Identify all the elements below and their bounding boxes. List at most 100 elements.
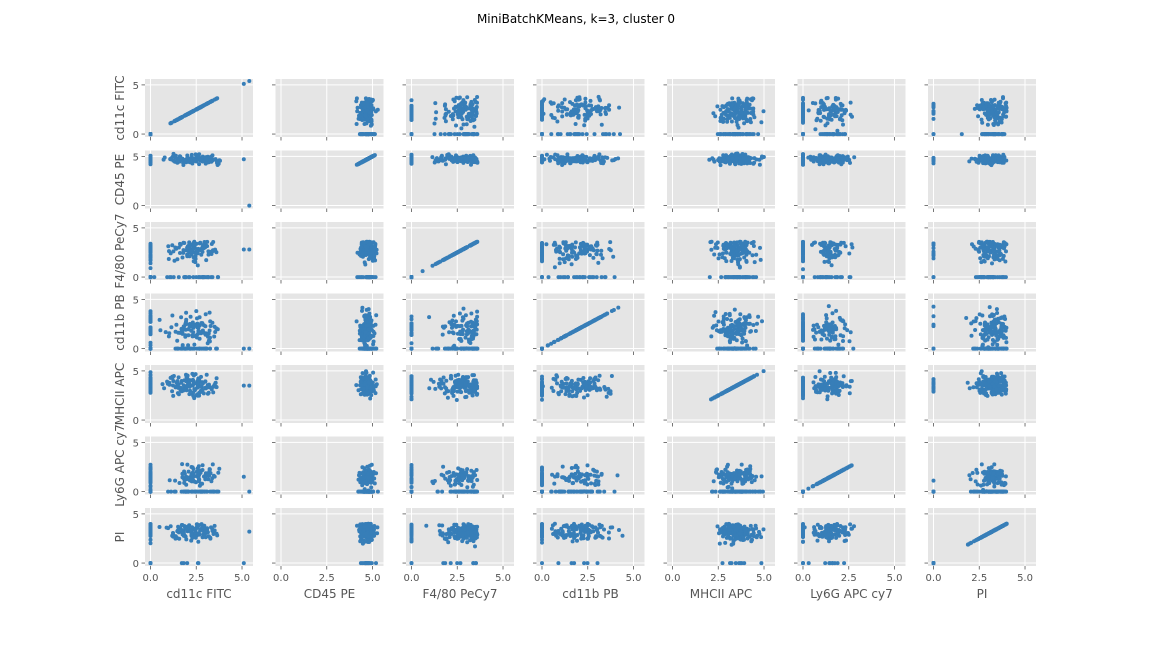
data-point — [710, 156, 715, 161]
data-point — [564, 158, 569, 163]
data-point — [996, 116, 1000, 121]
data-point — [830, 311, 835, 316]
data-point — [758, 245, 762, 250]
panel-background — [406, 293, 514, 352]
data-point — [364, 121, 369, 126]
data-point — [840, 107, 845, 112]
data-point — [206, 275, 211, 280]
data-point — [546, 343, 550, 348]
panel-2-5 — [794, 222, 906, 284]
data-point — [848, 160, 852, 165]
data-point — [182, 324, 187, 329]
data-point — [466, 346, 471, 351]
data-point — [163, 330, 168, 335]
data-point — [468, 341, 473, 345]
data-point — [717, 156, 722, 161]
data-point — [732, 112, 737, 117]
data-point — [730, 103, 735, 108]
data-point — [801, 95, 805, 100]
data-point — [148, 309, 153, 314]
data-point — [358, 346, 363, 351]
data-point — [995, 275, 1000, 280]
data-point — [830, 132, 835, 137]
data-point — [170, 313, 175, 318]
data-point — [184, 346, 189, 351]
data-point — [203, 312, 208, 317]
data-point — [827, 260, 831, 264]
data-point — [816, 157, 821, 162]
data-point — [569, 262, 574, 267]
data-point — [726, 114, 731, 119]
data-point — [162, 155, 167, 160]
data-point — [727, 330, 731, 335]
data-point — [818, 132, 823, 137]
data-point — [977, 249, 982, 254]
data-point — [374, 313, 379, 318]
data-point — [931, 110, 936, 115]
data-point — [552, 265, 557, 270]
data-point — [368, 123, 373, 128]
data-point — [609, 309, 614, 313]
panel-0-5 — [794, 79, 906, 141]
data-point — [461, 306, 466, 311]
data-point — [833, 334, 838, 339]
data-point — [169, 325, 174, 330]
data-point — [561, 257, 566, 262]
data-point — [549, 132, 554, 137]
data-point — [990, 132, 995, 137]
data-point — [588, 320, 593, 325]
data-point — [751, 112, 756, 117]
data-point — [591, 156, 595, 161]
data-point — [212, 157, 217, 162]
data-point — [748, 329, 753, 334]
data-point — [540, 101, 544, 106]
data-point — [449, 156, 454, 161]
data-point — [371, 329, 376, 334]
data-point — [354, 319, 359, 324]
data-point — [848, 112, 853, 117]
data-point — [556, 337, 561, 342]
data-point — [456, 115, 461, 120]
data-point — [744, 98, 749, 103]
data-point — [568, 113, 573, 118]
y-tick-label: 0 — [133, 202, 139, 213]
data-point — [372, 132, 377, 137]
data-point — [409, 341, 414, 346]
data-point — [192, 158, 197, 163]
data-point — [474, 132, 479, 137]
data-point — [825, 107, 830, 112]
data-point — [999, 117, 1004, 122]
data-point — [168, 121, 173, 126]
data-point — [210, 275, 215, 280]
data-point — [593, 317, 598, 322]
data-point — [540, 346, 544, 351]
data-point — [818, 346, 823, 351]
panel-1-6 — [924, 150, 1036, 212]
data-point — [192, 334, 197, 338]
panel-2-3 — [533, 222, 645, 284]
data-point — [739, 107, 744, 112]
data-point — [475, 95, 480, 99]
data-point — [617, 105, 622, 110]
data-point — [560, 114, 565, 119]
data-point — [753, 346, 758, 351]
data-point — [200, 159, 205, 164]
data-point — [369, 103, 374, 108]
data-point — [366, 275, 371, 280]
panel-3-1 — [272, 293, 384, 355]
data-point — [362, 260, 367, 265]
data-point — [970, 242, 974, 247]
data-point — [979, 98, 984, 102]
data-point — [707, 275, 712, 280]
panel-2-1 — [272, 222, 384, 284]
data-point — [1001, 244, 1006, 249]
data-point — [829, 275, 834, 280]
data-point — [593, 106, 598, 111]
data-point — [813, 240, 817, 245]
data-point — [175, 257, 180, 262]
data-point — [738, 114, 743, 119]
data-point — [738, 327, 743, 331]
data-point — [618, 132, 622, 137]
data-point — [850, 245, 855, 250]
data-point — [409, 116, 414, 121]
